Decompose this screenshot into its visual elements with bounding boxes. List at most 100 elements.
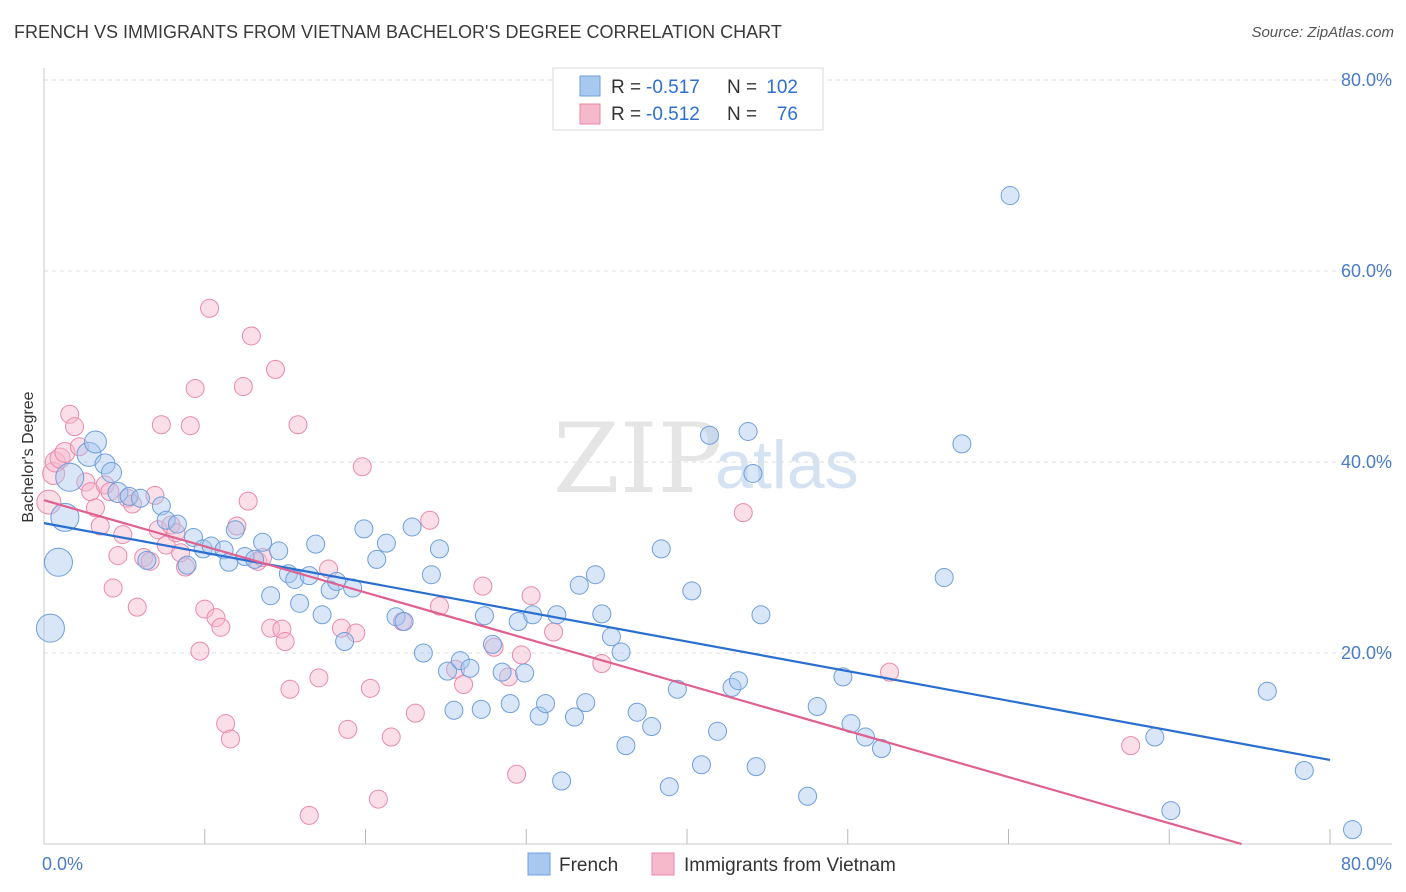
french-point xyxy=(616,736,636,756)
vietnam-point xyxy=(238,491,258,511)
y-tick-label: 80.0% xyxy=(1341,70,1392,90)
vietnam-point xyxy=(65,417,85,437)
french-point xyxy=(130,488,150,508)
french-point xyxy=(43,547,73,577)
french-point xyxy=(1000,186,1020,206)
trend-lines xyxy=(43,499,1331,846)
french-point xyxy=(394,611,414,631)
french-point xyxy=(728,671,748,691)
vietnam-point xyxy=(180,416,200,436)
french-point xyxy=(413,643,433,663)
vietnam-point xyxy=(381,727,401,747)
french-point xyxy=(651,539,671,559)
vietnam-points xyxy=(36,298,1141,825)
french-point xyxy=(156,510,176,530)
watermark: ZIP atlas xyxy=(553,403,859,515)
french-point xyxy=(335,632,355,652)
vietnam-point xyxy=(265,359,285,379)
vietnam-point xyxy=(288,415,308,435)
french-point xyxy=(576,693,596,713)
french-point xyxy=(402,517,422,537)
vietnam-point xyxy=(352,457,372,477)
french-point xyxy=(437,661,457,681)
french-point xyxy=(225,520,245,540)
vietnam-point xyxy=(733,503,753,523)
french-point xyxy=(708,721,728,741)
legend-swatch-vietnam xyxy=(651,852,675,876)
french-point xyxy=(285,569,305,589)
bottom-legend: French Immigrants from Vietnam xyxy=(527,852,896,876)
vietnam-point xyxy=(1121,736,1141,756)
french-point xyxy=(290,593,310,613)
vietnam-point xyxy=(309,668,329,688)
vietnam-point xyxy=(420,510,440,530)
vietnam-point xyxy=(85,498,105,518)
x-tick-label-min: 0.0% xyxy=(42,854,83,874)
french-stat-swatch xyxy=(579,75,601,97)
french-points xyxy=(35,186,1363,840)
vietnam-point xyxy=(151,415,171,435)
french-point xyxy=(833,667,853,687)
vietnam-point xyxy=(211,617,231,637)
vietnam-point xyxy=(446,659,466,679)
french-point xyxy=(269,541,289,561)
french-trend-line xyxy=(43,522,1331,762)
vietnam-point xyxy=(95,475,115,495)
french-point xyxy=(547,605,567,625)
french-point xyxy=(429,539,449,559)
vietnam-point xyxy=(454,675,474,695)
watermark-atlas: atlas xyxy=(715,427,859,503)
x-tick-label-max: 80.0% xyxy=(1341,854,1392,874)
french-point xyxy=(569,575,589,595)
french-point xyxy=(1343,820,1363,840)
french-point xyxy=(312,605,332,625)
vietnam-point xyxy=(103,578,123,598)
vietnam-point xyxy=(190,641,210,661)
vietnam-point xyxy=(544,622,564,642)
french-point xyxy=(151,496,171,516)
y-tick-label: 60.0% xyxy=(1341,261,1392,281)
vietnam-point xyxy=(272,619,292,639)
french-point xyxy=(376,533,396,553)
french-point xyxy=(253,532,273,552)
french-point xyxy=(137,550,157,570)
french-point xyxy=(500,694,520,714)
french-point xyxy=(450,651,470,671)
french-point xyxy=(421,565,441,585)
vietnam-point xyxy=(76,472,96,492)
vietnam-point xyxy=(60,404,80,424)
french-point xyxy=(564,707,584,727)
vietnam-point xyxy=(484,637,504,657)
french-point xyxy=(55,462,85,492)
y-axis-label: Bachelor's Degree xyxy=(20,391,37,522)
french-point xyxy=(746,757,766,777)
y-tick-label: 20.0% xyxy=(1341,643,1392,663)
french-point xyxy=(83,430,107,454)
vietnam-n-value: 76 xyxy=(777,104,798,125)
legend-swatch-french xyxy=(527,852,551,876)
vietnam-point xyxy=(360,678,380,698)
vietnam-trend-line xyxy=(43,499,1242,846)
french-point xyxy=(50,502,80,532)
french-point xyxy=(107,482,129,504)
vietnam-n-label: N = xyxy=(727,104,757,125)
vietnam-r-value: -0.512 xyxy=(646,104,700,125)
french-r-value: -0.517 xyxy=(646,77,700,98)
french-point xyxy=(738,421,758,441)
french-point xyxy=(642,717,662,737)
vietnam-point xyxy=(280,679,300,699)
french-point xyxy=(367,549,387,569)
french-point xyxy=(952,434,972,454)
french-point xyxy=(592,604,612,624)
french-point xyxy=(667,679,687,699)
vietnam-point xyxy=(220,729,240,749)
french-point xyxy=(529,706,549,726)
vietnam-point xyxy=(127,597,147,617)
vietnam-point xyxy=(429,596,449,616)
french-point xyxy=(1145,727,1165,747)
french-point xyxy=(167,514,187,534)
gridlines xyxy=(44,79,1392,654)
french-point xyxy=(492,662,512,682)
french-point xyxy=(601,627,621,647)
vietnam-point xyxy=(275,632,295,652)
